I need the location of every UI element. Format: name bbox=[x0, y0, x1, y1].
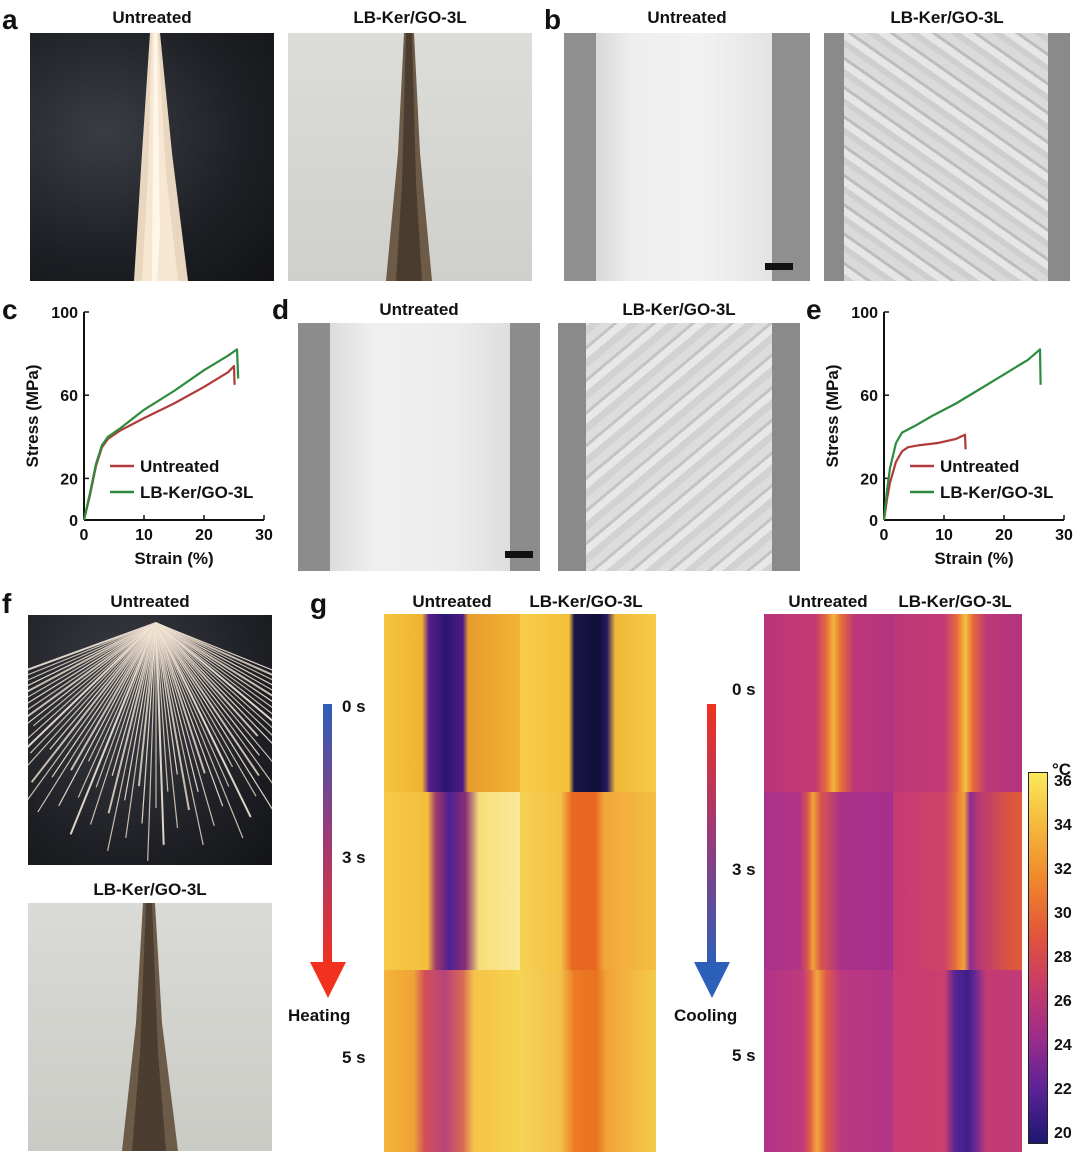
heating-col1-caption: Untreated bbox=[412, 592, 492, 611]
untreated-hair-photo bbox=[30, 33, 274, 281]
cooling-col2-caption: LB-Ker/GO-3L bbox=[898, 592, 1012, 611]
colorbar-unit: °C bbox=[1052, 760, 1072, 779]
heating-time-3: 3 s bbox=[342, 848, 366, 867]
x-tick-label: 10 bbox=[135, 527, 153, 544]
x-axis-label: Strain (%) bbox=[134, 549, 213, 568]
y-tick-label: 60 bbox=[860, 388, 878, 405]
panel-f-bottom-caption: LB-Ker/GO-3L bbox=[93, 880, 207, 899]
cooling-time-3: 3 s bbox=[732, 860, 756, 879]
stress-strain-chart-e: 0 10 20 30 0 20 60 100 Strain (%) Stress (MPa) Unt… bbox=[823, 305, 1073, 568]
treated-fiber-cross-sem-image bbox=[558, 323, 800, 571]
heating-arrow bbox=[310, 704, 346, 998]
legend-label: Untreated bbox=[940, 457, 1019, 476]
heating-thermal-map bbox=[384, 614, 656, 1152]
cooling-col1-caption: Untreated bbox=[788, 592, 868, 611]
heating-0s-treated bbox=[520, 614, 656, 792]
untreated-fiber-cross-sem-image bbox=[298, 323, 540, 571]
heating-0s-untreated bbox=[384, 614, 520, 792]
x-axis-label: Strain (%) bbox=[934, 549, 1013, 568]
heating-col2-caption: LB-Ker/GO-3L bbox=[529, 592, 643, 611]
cooling-3s-treated bbox=[893, 792, 1022, 970]
heating-5s-untreated bbox=[384, 970, 520, 1152]
stress-strain-chart-c: 0 10 20 30 0 20 60 100 Strain (%) Stress (MPa) Unt… bbox=[23, 305, 273, 568]
x-tick-label: 20 bbox=[995, 527, 1013, 544]
legend-label: LB-Ker/GO-3L bbox=[940, 483, 1053, 502]
y-tick-label: 0 bbox=[69, 513, 78, 530]
heating-time-5: 5 s bbox=[342, 1048, 366, 1067]
y-axis-label: Stress (MPa) bbox=[823, 365, 842, 468]
cooling-5s-untreated bbox=[764, 970, 893, 1152]
panel-letter-b: b bbox=[544, 4, 562, 35]
x-tick-label: 10 bbox=[935, 527, 953, 544]
colorbar-tick-label: 34 bbox=[1054, 817, 1072, 834]
panel-f-top-caption: Untreated bbox=[110, 592, 190, 611]
colorbar-tick-label: 24 bbox=[1054, 1037, 1072, 1054]
legend-label: Untreated bbox=[140, 457, 219, 476]
cooling-arrow bbox=[694, 704, 730, 998]
panel-letter-f: f bbox=[2, 588, 12, 619]
scale-bar bbox=[505, 551, 533, 558]
colorbar-tick-label: 30 bbox=[1054, 905, 1072, 922]
x-tick-label: 0 bbox=[80, 527, 89, 544]
panel-b-right-caption: LB-Ker/GO-3L bbox=[890, 8, 1004, 27]
cooling-0s-treated bbox=[893, 614, 1022, 792]
temperature-colorbar bbox=[1028, 772, 1048, 1144]
cooling-time-5: 5 s bbox=[732, 1046, 756, 1065]
colorbar-ticks: 36 34 32 30 28 26 24 22 20 bbox=[1052, 772, 1080, 1144]
colorbar-tick-label: 36 bbox=[1054, 773, 1072, 790]
panel-letter-c: c bbox=[2, 294, 18, 325]
legend-label: LB-Ker/GO-3L bbox=[140, 483, 253, 502]
y-tick-label: 100 bbox=[51, 305, 78, 322]
x-tick-label: 30 bbox=[255, 527, 273, 544]
panel-d-left-caption: Untreated bbox=[379, 300, 459, 319]
cooling-5s-treated bbox=[893, 970, 1022, 1152]
colorbar-tick-label: 20 bbox=[1054, 1125, 1072, 1142]
panel-a-left-caption: Untreated bbox=[112, 8, 192, 27]
x-tick-label: 0 bbox=[880, 527, 889, 544]
y-tick-label: 20 bbox=[60, 471, 78, 488]
untreated-fiber-sem-image bbox=[564, 33, 810, 281]
panel-a-right-caption: LB-Ker/GO-3L bbox=[353, 8, 467, 27]
scale-bar bbox=[765, 263, 793, 270]
panel-letter-g: g bbox=[310, 588, 328, 619]
y-tick-label: 60 bbox=[60, 388, 78, 405]
cooling-3s-untreated bbox=[764, 792, 893, 970]
cooling-time-0: 0 s bbox=[732, 680, 756, 699]
colorbar-tick-label: 26 bbox=[1054, 993, 1072, 1010]
panel-letter-d: d bbox=[272, 294, 290, 325]
heating-arrow-label: Heating bbox=[288, 1006, 351, 1025]
heating-3s-treated bbox=[520, 792, 656, 970]
heating-time-0: 0 s bbox=[342, 697, 366, 716]
cooling-arrow-label: Cooling bbox=[674, 1006, 738, 1025]
y-axis-label: Stress (MPa) bbox=[23, 365, 42, 468]
series-line-treated bbox=[82, 348, 240, 521]
heating-5s-treated bbox=[520, 970, 656, 1152]
cooling-thermal-map bbox=[764, 614, 1022, 1152]
panel-letter-a: a bbox=[2, 4, 18, 35]
cooling-0s-untreated bbox=[764, 614, 893, 792]
panel-letter-e: e bbox=[806, 294, 822, 325]
colorbar-tick-label: 28 bbox=[1054, 949, 1072, 966]
untreated-hair-spread-photo bbox=[28, 615, 272, 865]
x-tick-label: 20 bbox=[195, 527, 213, 544]
series-line-treated bbox=[882, 348, 1042, 521]
panel-d-right-caption: LB-Ker/GO-3L bbox=[622, 300, 736, 319]
treated-hair-photo bbox=[288, 33, 532, 281]
panel-b-left-caption: Untreated bbox=[647, 8, 727, 27]
y-tick-label: 20 bbox=[860, 471, 878, 488]
heating-3s-untreated bbox=[384, 792, 520, 970]
series-line-untreated bbox=[882, 433, 967, 521]
y-tick-label: 0 bbox=[869, 513, 878, 530]
x-tick-label: 30 bbox=[1055, 527, 1073, 544]
colorbar-tick-label: 32 bbox=[1054, 861, 1072, 878]
treated-fiber-sem-image bbox=[824, 33, 1070, 281]
y-tick-label: 100 bbox=[851, 305, 878, 322]
treated-hair-bundle-photo bbox=[28, 903, 272, 1151]
colorbar-tick-label: 22 bbox=[1054, 1081, 1072, 1098]
